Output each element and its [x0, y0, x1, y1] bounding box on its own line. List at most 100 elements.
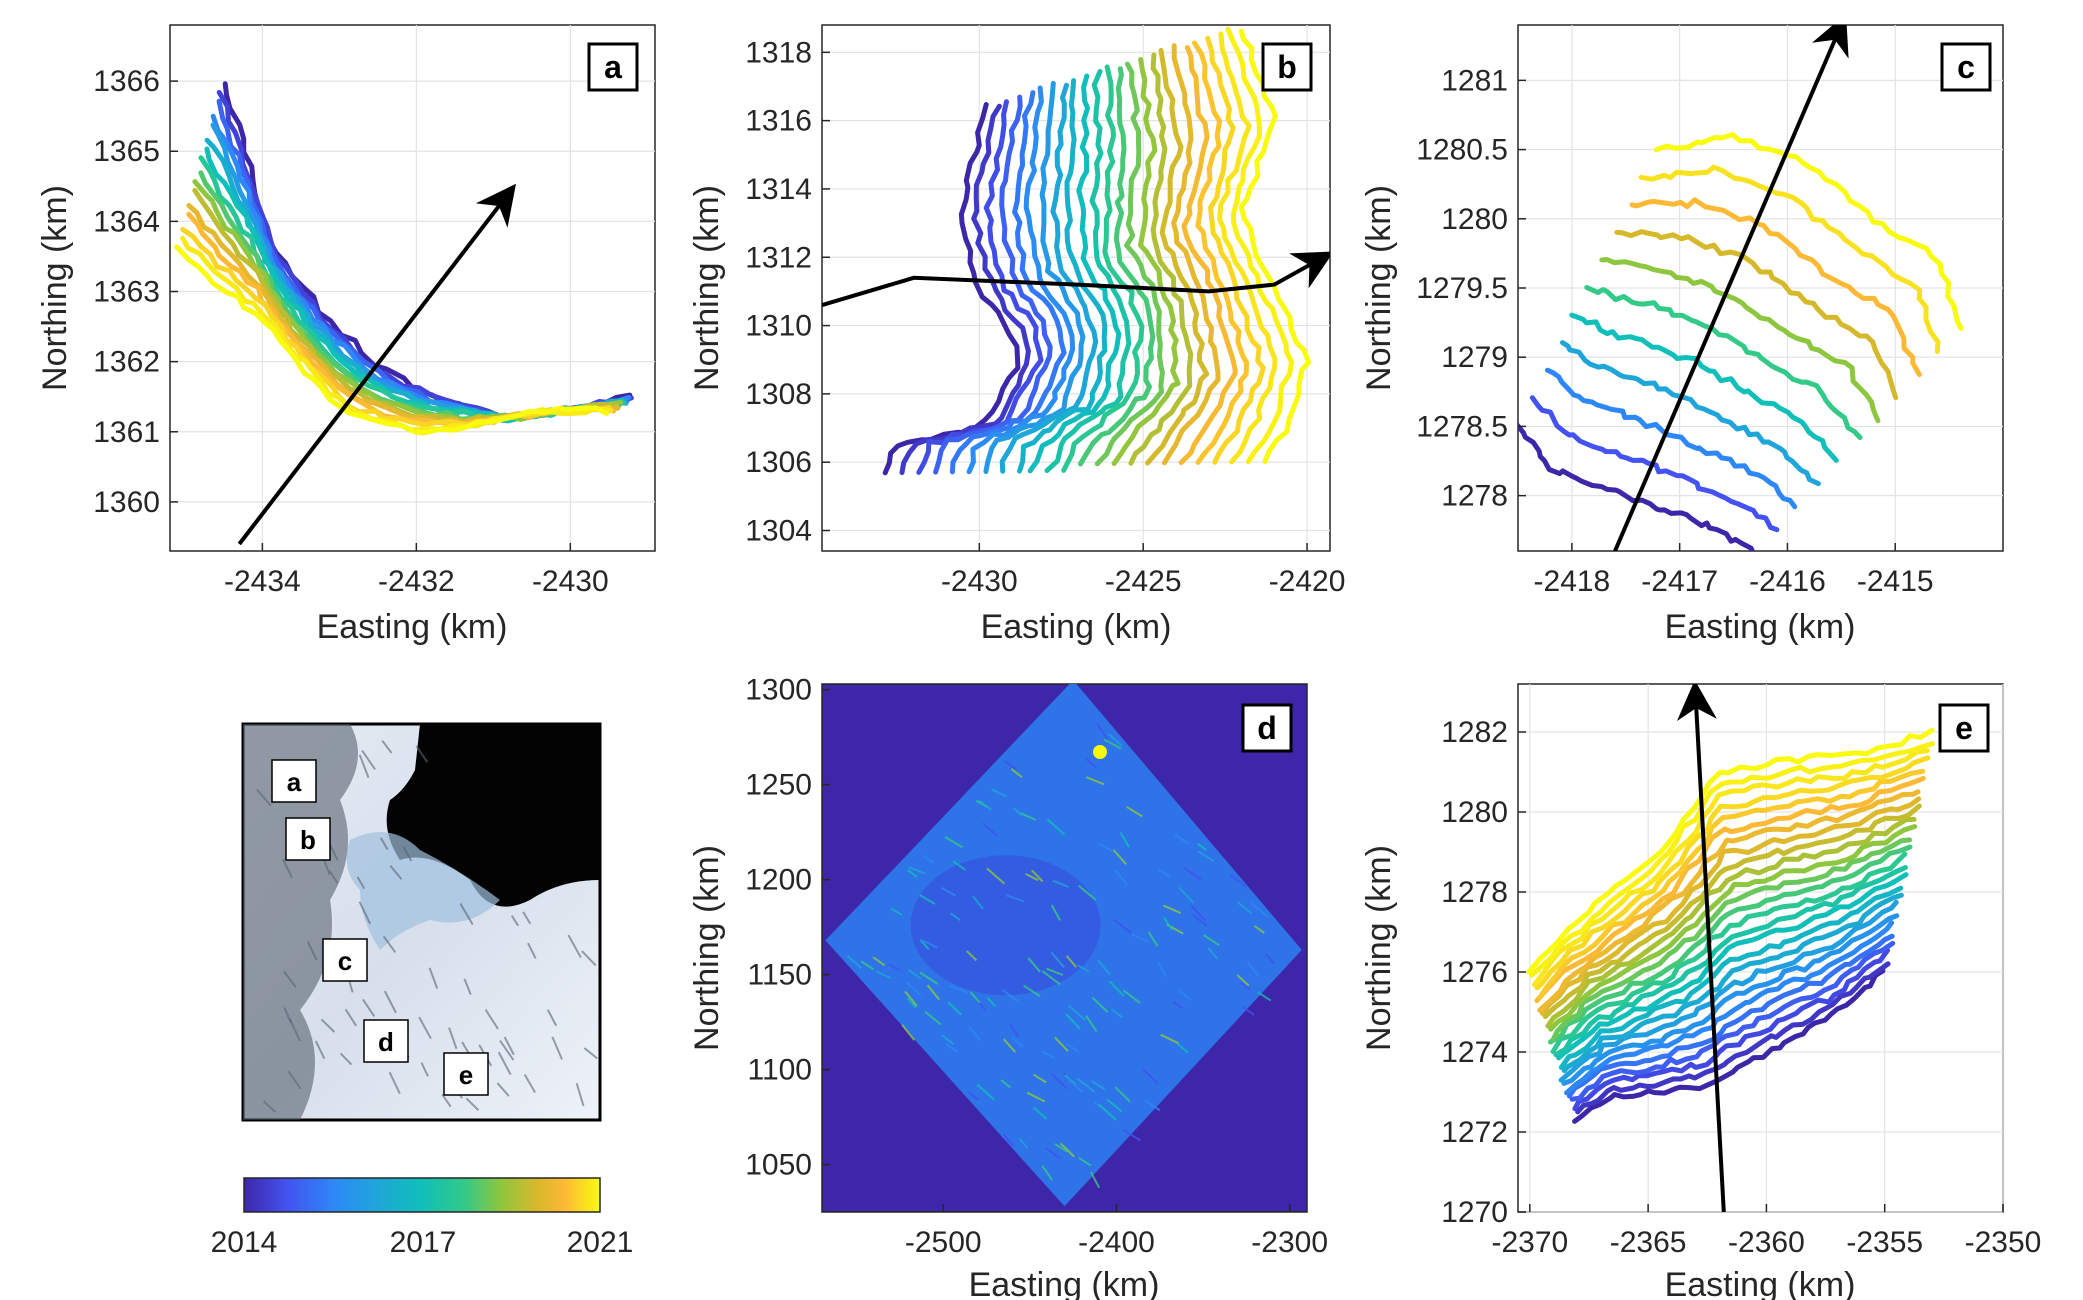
map-ridge: [320, 1018, 336, 1033]
map-ridge: [262, 1100, 277, 1113]
xtick-label-0: -2430: [941, 565, 1018, 598]
texture-streak: [1020, 812, 1037, 821]
xtick-label-0: -2500: [905, 1226, 982, 1259]
texture-streak: [978, 799, 992, 811]
panel-c: -2418 -2417 -2416 -2415 1278 1278.5 1279 1279.5…: [1360, 24, 2004, 646]
terminus-line-12: [1550, 851, 1908, 1054]
texture-streak: [1197, 850, 1215, 863]
terminus-line-8: [1629, 197, 1922, 378]
map-ridge: [339, 1052, 353, 1066]
terminus-line-8: [1561, 892, 1904, 1074]
map-ridge: [379, 837, 389, 851]
texture-streak: [887, 963, 901, 972]
ytick-label-3: 1276: [1441, 956, 1508, 989]
ytick-label-0: 1050: [745, 1149, 812, 1182]
ytick-label-5: 1365: [93, 135, 160, 168]
panel-c-ylabel: Northing (km): [1360, 185, 1398, 391]
panel-e-series: [1526, 727, 1936, 1124]
texture-streak: [1050, 1072, 1069, 1090]
map-ridges: [256, 740, 598, 1113]
map-ridge: [314, 1040, 326, 1060]
texture-streak: [1112, 849, 1127, 865]
ytick-label-7: 1318: [745, 36, 812, 69]
texture-streak: [1026, 1091, 1046, 1103]
map-ridge: [418, 1016, 432, 1040]
texture-streak: [1253, 924, 1265, 934]
ytick-label-0: 1278: [1441, 480, 1508, 513]
map-ridge: [463, 978, 472, 995]
map-ridge: [389, 864, 403, 880]
map-ridge: [465, 1097, 480, 1111]
texture-streak: [1122, 989, 1141, 1004]
texture-streak: [949, 984, 968, 994]
ytick-label-4: 1364: [93, 205, 160, 238]
map-label-box-e: [443, 1052, 489, 1096]
texture-streak: [1085, 758, 1098, 769]
terminus-line-23: [1532, 748, 1930, 988]
texture-streak: [1106, 1098, 1123, 1113]
panel-b-label: b: [1277, 49, 1297, 85]
ytick-label-2: 1150: [747, 959, 812, 992]
texture-streak: [1098, 842, 1113, 852]
panel-c-series: [1518, 132, 1964, 551]
texture-streak: [1018, 1137, 1029, 1149]
panel-c-flowline-arrow: [1613, 25, 1849, 551]
texture-streak: [1002, 1038, 1016, 1053]
texture-streak: [1119, 832, 1130, 848]
texture-streak: [1085, 1015, 1098, 1032]
terminus-line-7: [999, 82, 1099, 474]
colorbar-bar: [243, 1177, 601, 1213]
terminus-line-14: [1551, 837, 1912, 1042]
ytick-label-4: 1280: [1441, 203, 1508, 236]
terminus-line-25: [1526, 727, 1935, 975]
panel-e-xlabel: Easting (km): [1665, 1266, 1856, 1300]
texture-streak: [919, 971, 939, 985]
xtick-label-3: -2355: [1846, 1226, 1923, 1259]
ytick-label-0: 1304: [745, 515, 812, 548]
texture-streak: [1041, 1050, 1056, 1059]
terminus-line-2: [1572, 947, 1890, 1112]
texture-streak: [908, 866, 926, 875]
terminus-line-9: [1558, 885, 1904, 1070]
texture-streak: [1144, 1099, 1161, 1112]
terminus-line-5: [966, 85, 1076, 475]
map-ridge: [496, 1082, 510, 1097]
texture-streak: [901, 1024, 916, 1041]
terminus-line-4: [949, 90, 1067, 475]
texture-streak: [919, 894, 936, 905]
texture-streak: [1050, 951, 1065, 969]
panel-a-xlabel: Easting (km): [317, 608, 508, 646]
texture-streak: [1078, 1157, 1092, 1167]
map-ridge: [328, 869, 339, 884]
map-ridge: [522, 911, 532, 925]
ytick-label-5: 1300: [745, 674, 812, 707]
texture-streak: [1023, 984, 1041, 998]
map-ridge: [306, 941, 318, 961]
panel-a-axes: [169, 24, 656, 552]
texture-streak: [1010, 768, 1023, 779]
texture-streak: [947, 1001, 962, 1016]
texture-streak: [1091, 996, 1109, 1013]
texture-streak: [1067, 1077, 1084, 1094]
texture-streak: [923, 854, 934, 864]
texture-streak: [1025, 873, 1039, 882]
texture-streak: [1085, 776, 1105, 786]
ytick-label-6: 1316: [745, 105, 812, 138]
texture-streak: [976, 1083, 996, 1101]
texture-streak: [1190, 904, 1207, 922]
map-label-d: d: [378, 1027, 394, 1057]
xtick-label-1: -2425: [1105, 565, 1182, 598]
panel-b-flowline-arrow: [822, 251, 1330, 308]
texture-streak: [945, 1043, 959, 1053]
panel-d-ylabel: Northing (km): [688, 845, 726, 1051]
xtick-label-2: -2360: [1728, 1226, 1805, 1259]
texture-streak: [1114, 869, 1128, 886]
map-ridge: [283, 1007, 292, 1024]
texture-streak: [890, 907, 903, 916]
texture-streak: [1000, 1079, 1011, 1089]
panel-e-ticks: -2370 -2365 -2360 -2355 -2350 1270 1272 1274 127…: [1441, 716, 2041, 1259]
terminus-line-13: [1547, 844, 1913, 1045]
xtick-label-1: -2365: [1610, 1226, 1687, 1259]
texture-streak: [1142, 1067, 1159, 1085]
texture-streak: [1131, 933, 1149, 943]
